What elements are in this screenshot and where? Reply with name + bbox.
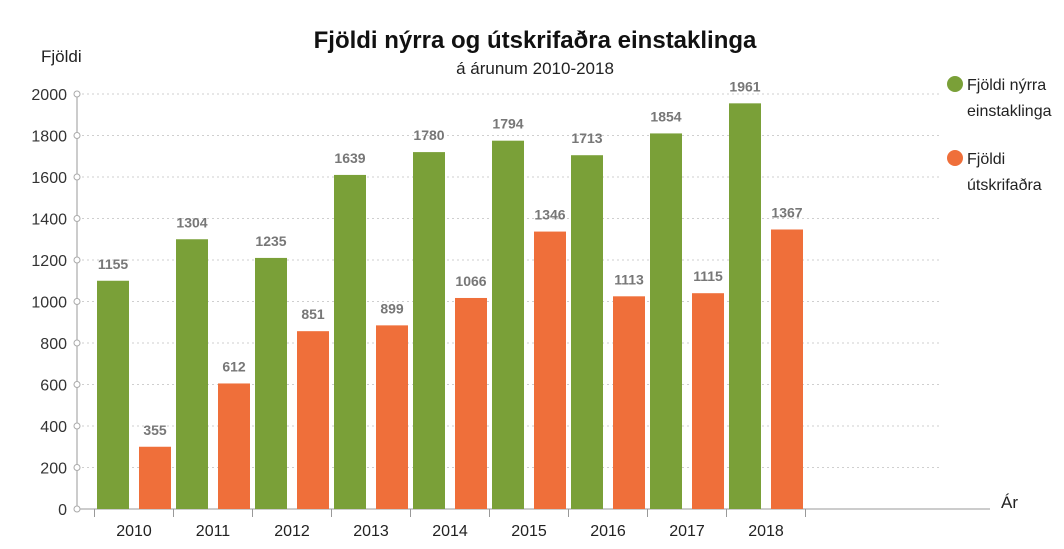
data-label: 1155 [98,256,129,272]
y-axis-label: Fjöldi [41,47,82,66]
chart-title: Fjöldi nýrra og útskrifaðra einstaklinga [314,27,757,54]
legend-swatch [947,76,963,92]
y-tick-label: 200 [40,461,67,478]
data-label: 1304 [176,214,207,230]
bar-discharged-2014 [455,297,487,509]
y-tick-mark [73,298,81,305]
y-tick-mark [73,173,81,181]
bar-discharged-2012 [297,331,329,509]
data-label: 1346 [534,207,565,223]
y-tick-mark [73,422,81,430]
y-tick-mark [73,215,81,222]
x-axis-label: Ár [1001,493,1018,512]
y-tick-label: 1600 [31,170,67,187]
y-tick-mark [73,464,81,471]
legend-label: Fjöldi nýrra [967,77,1046,94]
data-label: 1113 [614,271,644,287]
data-labels: 1155 355 1304 612 1235 851 1639 899 1780 1066 1794… [98,78,803,437]
x-axis-ticks: 2010 2011 2012 2013 2014 2015 2016 2017 2018 [116,523,784,540]
data-label: 612 [222,358,246,374]
data-label: 1367 [771,204,802,220]
y-tick-label: 800 [40,336,67,353]
bar-new-2013 [334,174,366,510]
y-tick-mark [73,256,81,264]
bar-new-2012 [255,257,287,509]
y-axis-ticks: 0 200 400 600 800 1000 1200 1400 1600 1800 2000 [31,87,81,519]
legend-label: Fjöldi [967,151,1005,168]
y-tick-label: 1800 [31,129,67,146]
data-label: 1235 [255,233,286,249]
data-label: 899 [380,300,404,316]
bar-discharged-2011 [218,383,250,509]
y-tick-mark [73,132,81,139]
data-label: 355 [143,422,167,438]
data-label: 1854 [650,108,681,124]
gridlines [76,93,990,517]
bars [97,103,803,510]
data-label: 1780 [413,127,444,143]
x-tick-label: 2013 [353,523,389,540]
legend-label: einstaklinga [967,103,1052,120]
x-tick-label: 2014 [432,523,468,540]
y-tick-mark [73,505,81,513]
x-tick-label: 2010 [116,523,152,540]
bar-new-2018 [729,103,761,510]
bar-discharged-2016 [613,296,645,509]
bar-new-2011 [176,239,208,509]
bar-discharged-2013 [376,325,408,509]
x-tick-label: 2011 [196,523,231,540]
bar-new-2016 [571,155,603,509]
y-tick-mark [73,90,81,98]
bar-new-2017 [650,133,682,510]
data-label: 1713 [571,130,602,146]
data-label: 1794 [492,116,523,132]
y-tick-label: 0 [58,502,67,519]
chart-subtitle: á árunum 2010-2018 [456,59,614,78]
bar-discharged-2017 [692,293,724,509]
y-tick-label: 1000 [31,295,67,312]
y-tick-label: 600 [40,378,67,395]
x-tick-label: 2012 [274,523,310,540]
data-label: 1961 [729,78,760,94]
bar-discharged-2015 [534,231,566,509]
data-label: 851 [301,306,325,322]
y-tick-label: 1400 [31,212,67,229]
data-label: 1639 [334,150,365,166]
legend-label: útskrifaðra [967,177,1042,194]
y-tick-mark [73,381,81,388]
x-tick-label: 2015 [511,523,547,540]
data-label: 1066 [455,273,486,289]
legend: Fjöldi nýrra einstaklinga Fjöldi útskrifaðr… [947,76,1052,194]
x-tick-label: 2016 [590,523,626,540]
bar-new-2010 [97,280,129,509]
data-label: 1115 [693,268,723,284]
bar-new-2014 [413,152,445,509]
y-tick-label: 2000 [31,87,67,104]
y-tick-mark [73,339,81,347]
y-tick-label: 1200 [31,253,67,270]
bar-discharged-2018 [771,229,803,509]
bar-new-2015 [492,140,524,509]
x-tick-label: 2017 [669,523,705,540]
bar-discharged-2010 [139,446,171,509]
legend-swatch [947,150,963,166]
y-tick-label: 400 [40,419,67,436]
x-tick-label: 2018 [748,523,784,540]
